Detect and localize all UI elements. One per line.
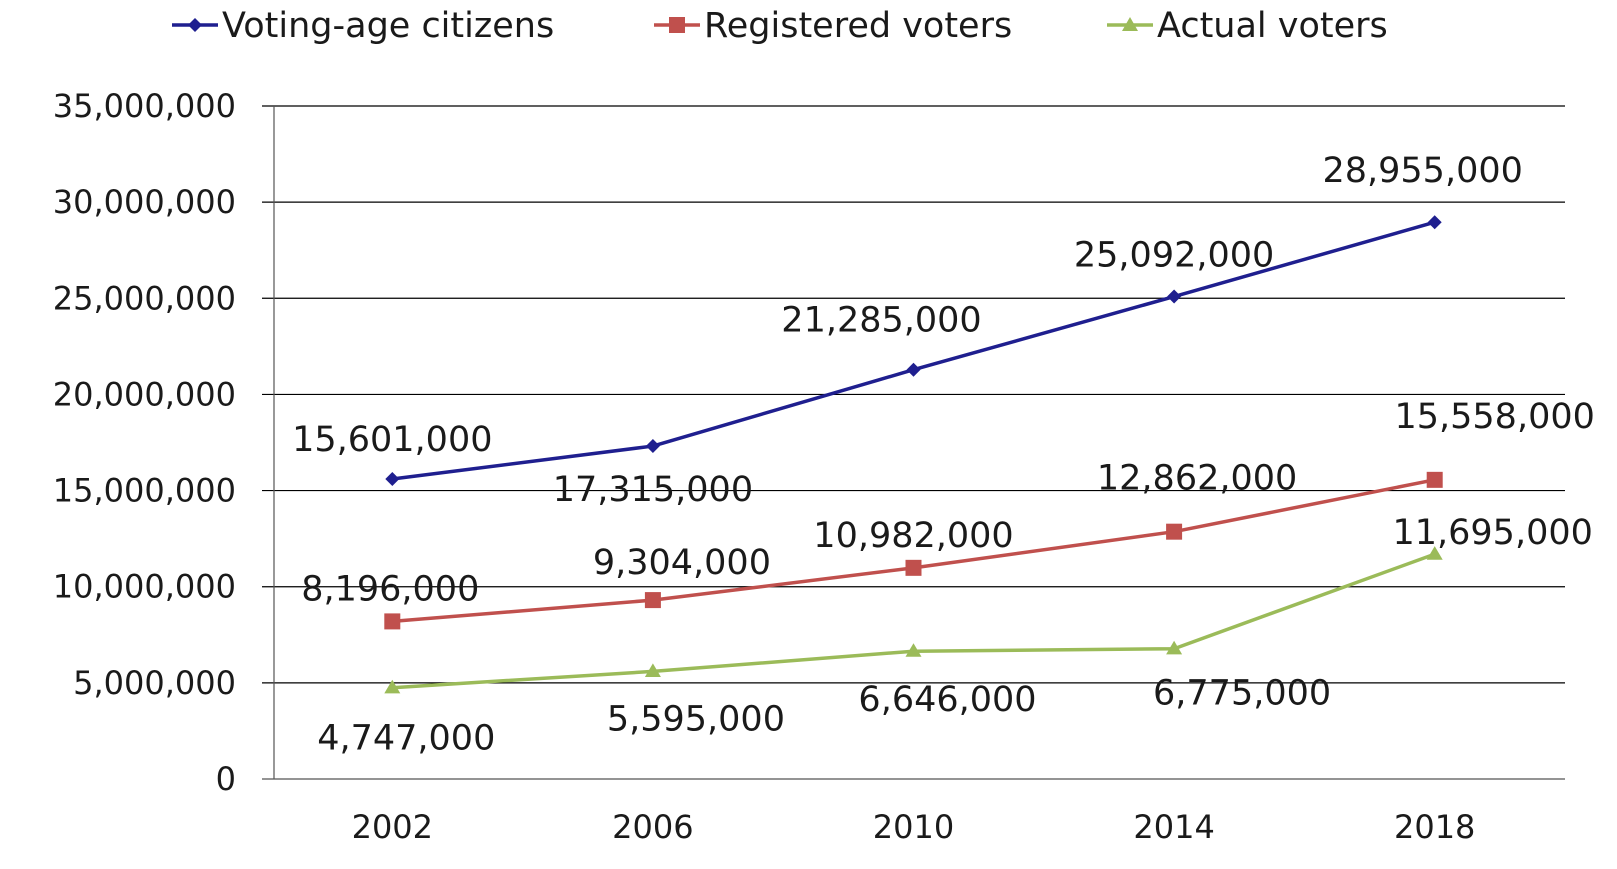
legend-actual-voters-marker [1122,17,1138,31]
actual-voters-marker [905,643,922,657]
registered-voters-marker [1426,471,1443,488]
voting-age-citizens-marker [906,362,921,377]
legend: Voting-age citizens Registered voters Actu… [172,6,1388,46]
series-lines [392,220,1436,690]
x-axis-tick-labels: 2002 2006 2010 2014 2018 [352,808,1476,846]
registered-voters-data-label: 8,196,000 [301,569,479,609]
actual-voters-marker [1166,640,1183,655]
voting-age-citizens-data-label: 15,601,000 [292,420,492,460]
data-labels: 15,601,000 17,315,000 21,285,000 25,092,000… [292,151,1595,758]
series-markers [384,215,1443,694]
y-tick-label: 0 [216,760,236,798]
x-tick-label: 2006 [612,808,693,846]
legend-actual-voters-label: Actual voters [1157,6,1388,46]
registered-voters-data-label: 10,982,000 [813,516,1013,556]
voting-age-citizens-marker [385,472,400,487]
x-tick-label: 2010 [873,808,954,846]
x-tick-label: 2002 [352,808,433,846]
legend-voting-age-citizens-label: Voting-age citizens [222,6,554,46]
actual-voters-marker [1426,546,1443,560]
actual-voters-data-label: 5,595,000 [607,699,785,739]
actual-voters-data-label: 6,646,000 [858,680,1036,720]
voting-age-citizens-data-label: 21,285,000 [781,301,981,341]
legend-registered-voters-label: Registered voters [704,6,1012,46]
actual-voters-marker [384,679,401,694]
y-axis-tick-labels: 0 5,000,000 10,000,000 15,000,000 20,000,000… [53,87,236,798]
registered-voters-marker [905,559,922,576]
actual-voters-data-label: 6,775,000 [1153,674,1331,714]
actual-voters-marker [644,663,661,678]
x-tick-label: 2014 [1133,808,1214,846]
voting-age-citizens-marker [645,439,660,454]
y-tick-label: 5,000,000 [73,664,236,702]
legend-voting-age-citizens-marker [188,18,202,32]
registered-voters-data-label: 12,862,000 [1097,459,1297,499]
voting-age-citizens-data-label: 17,315,000 [553,470,753,510]
y-tick-label: 30,000,000 [53,183,236,221]
voting-age-citizens-line [392,220,1436,481]
y-tick-label: 15,000,000 [53,472,236,510]
registered-voters-marker [644,592,661,609]
y-tick-label: 35,000,000 [53,87,236,125]
y-tick-label: 10,000,000 [53,568,236,606]
y-tick-label: 20,000,000 [53,375,236,413]
legend-registered-voters-marker [669,17,685,33]
axes [262,106,1565,780]
voting-age-citizens-marker [1167,289,1182,304]
y-tick-label: 25,000,000 [53,279,236,317]
x-tick-label: 2018 [1394,808,1475,846]
registered-voters-data-label: 9,304,000 [593,543,771,583]
voting-age-citizens-marker [1427,215,1442,230]
registered-voters-marker [1166,523,1183,540]
actual-voters-data-label: 11,695,000 [1392,513,1592,553]
voting-age-citizens-data-label: 25,092,000 [1074,236,1274,276]
actual-voters-data-label: 4,747,000 [317,719,495,759]
voting-age-citizens-data-label: 28,955,000 [1322,151,1522,191]
registered-voters-marker [384,613,401,630]
registered-voters-data-label: 15,558,000 [1394,397,1594,437]
